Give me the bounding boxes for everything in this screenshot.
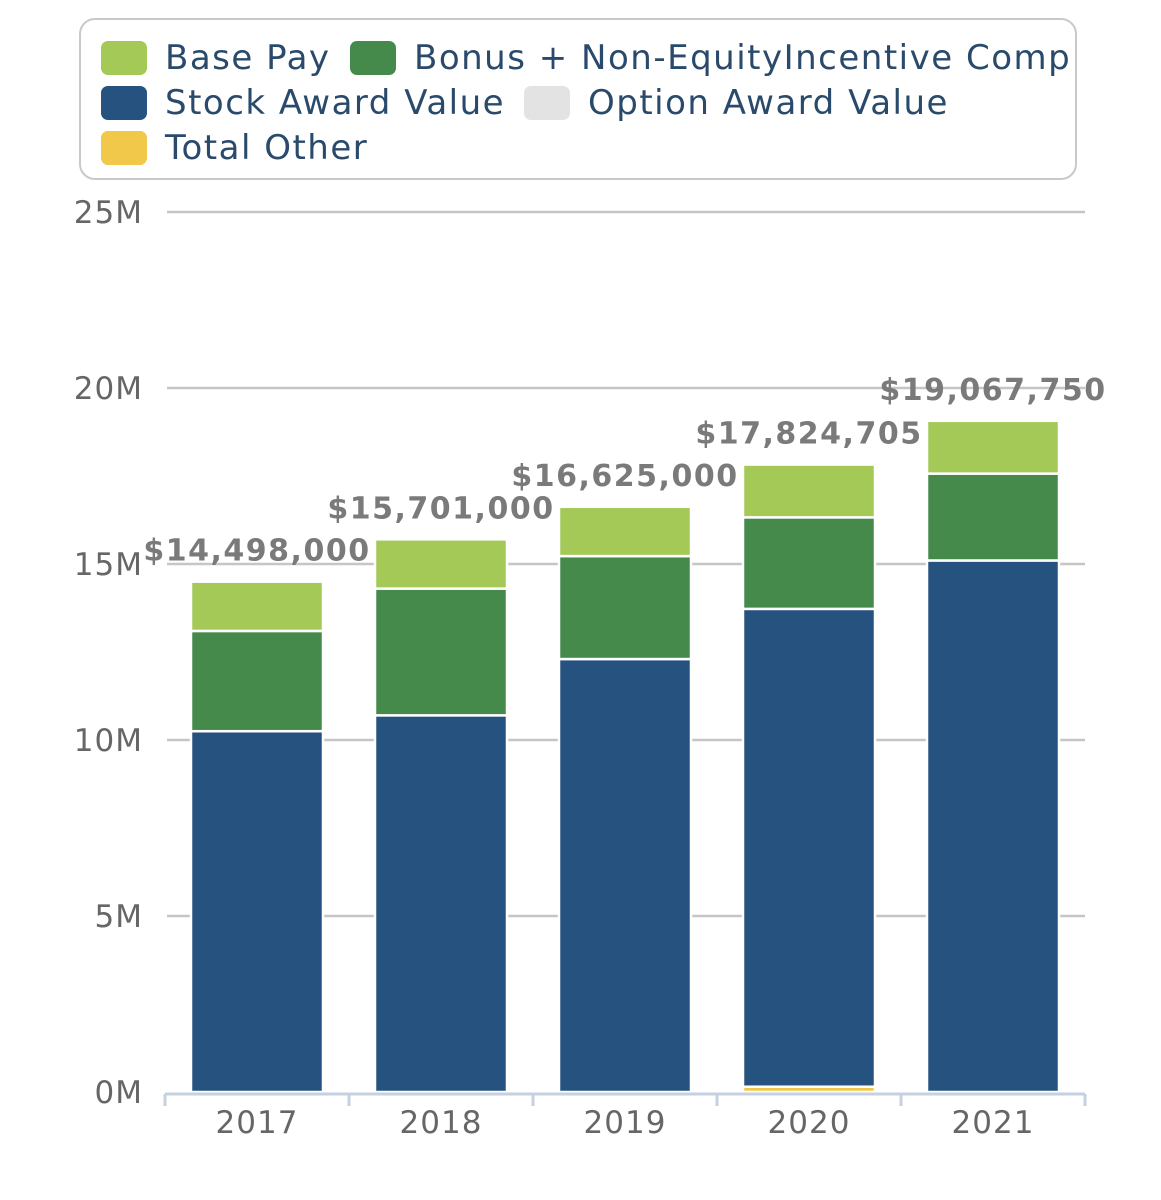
- total-label-2021: $19,067,750: [879, 373, 1106, 408]
- legend-swatch-option-award: [524, 86, 570, 120]
- x-tick-label-2017: 2017: [216, 1105, 299, 1141]
- bar-stack-2020: [741, 463, 877, 1094]
- bar-stock-award-value-2019[interactable]: [557, 657, 693, 1094]
- x-tick-label-2021: 2021: [952, 1105, 1035, 1141]
- bar-stack-2021: [925, 419, 1061, 1094]
- legend-item-base-pay[interactable]: Base Pay: [101, 38, 331, 78]
- bar-stock-award-value-2021[interactable]: [925, 559, 1061, 1094]
- bar-stack-2018: [373, 538, 509, 1094]
- y-tick-label-5M: 5M: [95, 899, 143, 935]
- x-tick-label-2020: 2020: [768, 1105, 851, 1141]
- legend-label-total-other: Total Other: [165, 128, 369, 168]
- legend-swatch-stock-award: [101, 86, 147, 120]
- bar-stock-award-value-2017[interactable]: [189, 729, 325, 1094]
- bar-bonus-non-equityincentive-comp-2019[interactable]: [557, 554, 693, 661]
- bar-base-pay-2021[interactable]: [925, 419, 1061, 475]
- legend-swatch-bonus: [350, 41, 396, 75]
- bar-base-pay-2017[interactable]: [189, 580, 325, 633]
- legend-label-option-award: Option Award Value: [588, 83, 949, 123]
- bar-bonus-non-equityincentive-comp-2020[interactable]: [741, 516, 877, 611]
- legend-label-base-pay: Base Pay: [165, 38, 331, 78]
- y-tick-label-20M: 20M: [74, 371, 143, 407]
- legend-item-stock-award[interactable]: Stock Award Value: [101, 83, 505, 123]
- total-labels: $14,498,000 $15,701,000$16,625,000 $17,824…: [143, 373, 1106, 569]
- y-tick-label-25M: 25M: [74, 195, 143, 231]
- total-label-2017: $14,498,000: [143, 534, 370, 569]
- total-label-2018: $15,701,000: [327, 491, 554, 526]
- y-axis-ticks: 0M 5M 10M 15M 20M 25M: [74, 195, 143, 1111]
- x-axis-ticks: 2017 2018 2019 2020 2021: [216, 1105, 1035, 1141]
- y-tick-label-0M: 0M: [95, 1075, 143, 1111]
- y-tick-label-10M: 10M: [74, 723, 143, 759]
- bar-bonus-non-equityincentive-comp-2018[interactable]: [373, 587, 509, 717]
- legend-label-bonus: Bonus + Non-EquityIncentive Comp: [414, 38, 1072, 78]
- x-tick-label-2019: 2019: [584, 1105, 667, 1141]
- legend-swatch-base-pay: [101, 41, 147, 75]
- bar-stacks: [189, 419, 1061, 1094]
- x-tick-label-2018: 2018: [400, 1105, 483, 1141]
- legend-swatch-total-other: [101, 131, 147, 165]
- y-tick-label-15M: 15M: [74, 547, 143, 583]
- total-label-2020: $17,824,705: [695, 417, 922, 452]
- legend-item-bonus[interactable]: Bonus + Non-EquityIncentive Comp: [350, 38, 1071, 78]
- bar-stack-2019: [557, 505, 693, 1094]
- legend-item-total-other[interactable]: Total Other: [101, 128, 368, 168]
- bar-base-pay-2020[interactable]: [741, 463, 877, 519]
- legend-label-stock-award: Stock Award Value: [165, 83, 506, 123]
- bar-bonus-non-equityincentive-comp-2017[interactable]: [189, 629, 325, 733]
- bar-stack-2017: [189, 580, 325, 1094]
- bar-bonus-non-equityincentive-comp-2021[interactable]: [925, 472, 1061, 562]
- bar-base-pay-2018[interactable]: [373, 538, 509, 590]
- total-label-2019: $16,625,000: [511, 459, 738, 494]
- bar-stock-award-value-2018[interactable]: [373, 714, 509, 1094]
- chart-legend: Base Pay Bonus + Non-EquityIncentive Com…: [79, 18, 1077, 180]
- bar-stock-award-value-2020[interactable]: [741, 607, 877, 1088]
- x-axis: [163, 1092, 1087, 1106]
- bar-base-pay-2019[interactable]: [557, 505, 693, 558]
- legend-item-option-award[interactable]: Option Award Value: [524, 83, 949, 123]
